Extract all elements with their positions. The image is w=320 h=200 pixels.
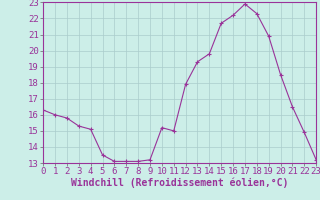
X-axis label: Windchill (Refroidissement éolien,°C): Windchill (Refroidissement éolien,°C) xyxy=(71,178,288,188)
